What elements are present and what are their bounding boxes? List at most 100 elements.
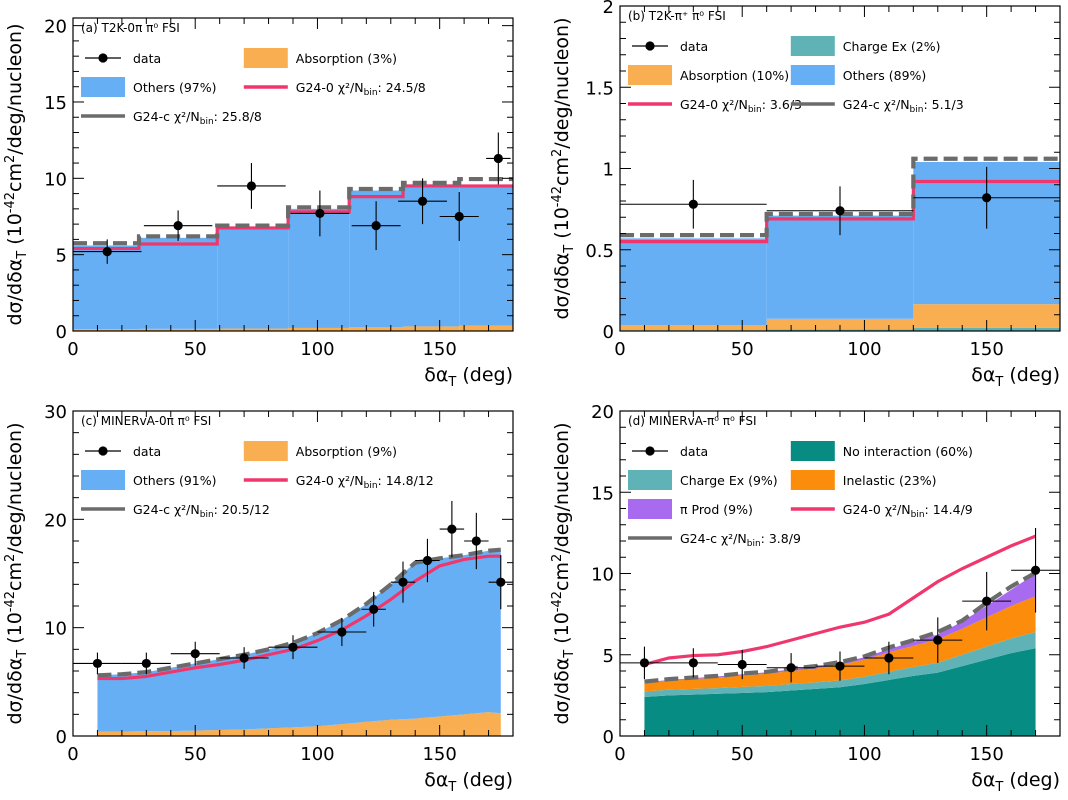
panel-a: 0 50 100 150 0 5 10 15 20 δαT (deg) dσ/dδαT (10-42…	[3, 17, 514, 390]
legend-label: G24-c χ²/Nbin: 5.1/3	[843, 97, 964, 115]
plot-area	[620, 528, 1060, 736]
stack-bar	[73, 245, 139, 330]
legend-label: G24-0 χ²/Nbin: 3.6/3	[680, 97, 802, 115]
data-point	[688, 199, 698, 209]
y-tick-label: 5	[56, 246, 67, 267]
legend-marker	[645, 41, 655, 51]
data-point	[447, 524, 457, 534]
panel-d: 0 50 100 150 0 5 10 15 20 δαT (deg) dσ/dδαT (10-42…	[550, 402, 1061, 795]
x-axis-label: δαT (deg)	[424, 769, 513, 795]
legend-label: data	[133, 51, 161, 66]
data-point	[688, 658, 698, 668]
stack-bar	[913, 304, 1060, 328]
legend: data No interaction (60%) Charge Ex (9%) In…	[628, 441, 973, 549]
y-axis-label: dσ/dδαT (10-42cm2/deg/nucleon)	[550, 18, 577, 320]
plot-area	[620, 156, 1060, 331]
data-point	[471, 536, 481, 546]
data-points	[620, 166, 1060, 236]
legend-label: data	[680, 39, 708, 54]
legend-label: G24-c χ²/Nbin: 20.5/12	[133, 502, 270, 520]
legend-swatch	[628, 499, 672, 519]
panel-title: (c) MINERvA-0π π⁰ FSI	[81, 414, 211, 428]
stack-bar	[139, 237, 218, 329]
stack-area	[97, 712, 501, 736]
x-tick-label: 100	[300, 339, 334, 360]
legend: data Charge Ex (2%) Absorption (10%) Others…	[628, 36, 964, 115]
legend-label: Charge Ex (9%)	[680, 473, 778, 488]
x-tick-label: 150	[422, 339, 456, 360]
data-points	[73, 500, 513, 675]
legend-marker	[98, 53, 108, 63]
legend-swatch	[243, 441, 288, 461]
stack-series-others	[620, 162, 1060, 326]
data-points	[620, 528, 1060, 683]
x-tick-label: 50	[731, 339, 754, 360]
legend-label: π Prod (9%)	[680, 502, 753, 517]
legend-label: G24-0 χ²/Nbin: 14.4/9	[843, 502, 973, 520]
legend-label: Others (97%)	[133, 80, 217, 95]
legend-marker	[98, 446, 108, 456]
data-points	[73, 132, 511, 264]
y-tick-label: 2	[603, 0, 614, 18]
y-tick-label: 0	[603, 727, 614, 748]
stack-bar	[73, 329, 139, 331]
axis-ticks	[619, 5, 1061, 332]
legend-label: Absorption (9%)	[296, 444, 397, 459]
data-point	[190, 649, 200, 659]
legend-label: Charge Ex (2%)	[843, 39, 941, 54]
data-point	[786, 663, 796, 673]
stack-area	[644, 648, 1036, 736]
x-tick-label: 50	[184, 744, 207, 765]
data-point	[982, 596, 992, 606]
stack-bar	[766, 318, 914, 330]
stack-bar	[288, 208, 350, 328]
stack-series-absorption	[73, 325, 513, 331]
data-point	[92, 658, 103, 669]
stack-bar	[403, 184, 460, 327]
y-tick-label: 0	[56, 322, 67, 343]
data-point	[173, 221, 183, 231]
y-axis-label: dσ/dδαT (10-42cm2/deg/nucleon)	[550, 423, 577, 725]
x-tick-label: 0	[67, 339, 78, 360]
stack-area	[644, 573, 1036, 684]
stack-bar	[139, 328, 218, 331]
legend-swatch	[790, 470, 835, 490]
data-point	[398, 577, 408, 587]
x-tick-label: 0	[67, 744, 78, 765]
x-tick-label: 150	[969, 339, 1003, 360]
stack-area	[644, 632, 1036, 697]
stack-bar	[459, 185, 513, 326]
data-point	[884, 653, 894, 663]
legend-label: Others (89%)	[843, 68, 927, 83]
legend-label: No interaction (60%)	[843, 444, 973, 459]
y-axis-label: dσ/dδαT (10-42cm2/deg/nucleon)	[3, 423, 30, 725]
y-tick-label: 10	[44, 619, 67, 640]
stack-bar	[403, 326, 460, 331]
y-tick-label: 0.5	[585, 241, 614, 262]
legend-label: Others (91%)	[133, 473, 217, 488]
data-point	[239, 653, 249, 663]
panel-b: 0 50 100 150 0 0.5 1 1.5 2 δαT (deg) dσ/dδαT (10-4…	[550, 0, 1061, 390]
panel-c: 0 50 100 150 0 10 20 30 δαT (deg) dσ/dδαT (10-42c…	[3, 402, 514, 795]
axis-ticks	[72, 410, 514, 737]
y-tick-label: 10	[44, 169, 67, 190]
data-point	[371, 221, 381, 231]
x-tick-label: 100	[300, 744, 334, 765]
legend-swatch	[628, 470, 672, 490]
data-point	[246, 181, 257, 191]
plot-area	[73, 132, 513, 331]
legend-marker	[645, 446, 655, 456]
axis-ticks	[619, 410, 1061, 737]
data-point	[496, 577, 506, 587]
stack-series-others	[73, 184, 513, 330]
legend-label: G24-0 χ²/Nbin: 24.5/8	[296, 80, 426, 98]
y-tick-label: 10	[591, 565, 614, 586]
y-tick-label: 20	[44, 510, 67, 531]
data-point	[337, 627, 347, 637]
data-point	[835, 206, 845, 216]
x-tick-label: 150	[969, 744, 1003, 765]
data-point	[102, 247, 112, 257]
y-tick-label: 0	[56, 727, 67, 748]
y-axis-label: dσ/dδαT (10-42cm2/deg/nucleon)	[3, 24, 30, 326]
